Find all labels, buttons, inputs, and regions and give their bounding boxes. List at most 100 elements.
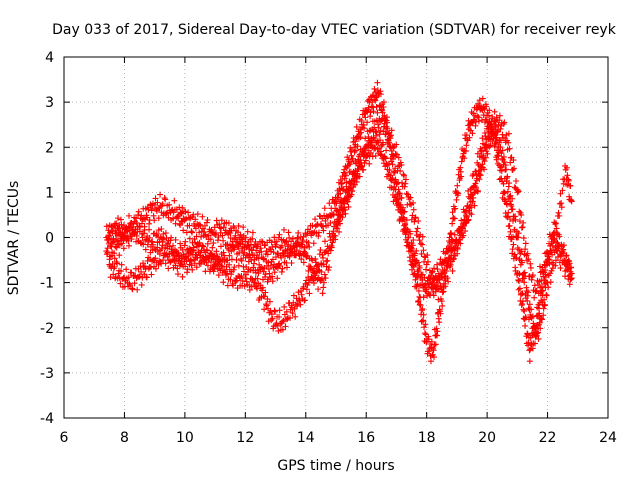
data-point-fill [558,200,565,207]
data-point-fill [182,253,189,260]
data-point-fill [505,130,512,137]
data-point-fill [434,328,441,335]
data-point-fill [201,222,208,229]
data-point-fill [246,286,253,293]
data-point-fill [429,268,436,275]
data-point-fill [354,170,361,177]
data-point [496,117,503,124]
data-point-fill [438,271,445,278]
data-point-fill [152,265,159,272]
data-point-fill [539,287,546,294]
data-point-fill [344,198,351,205]
data-point-fill [431,354,438,361]
data-point-fill [358,159,365,166]
data-point-fill [276,307,283,314]
data-point-fill [431,341,438,348]
data-point-fill [204,240,211,247]
y-tick-label: 4 [45,50,54,66]
data-point-fill [419,271,426,278]
data-point-fill [300,259,307,266]
data-point-fill [107,253,114,260]
data-point-fill [487,142,494,149]
data-point-fill [400,171,407,178]
data-point-fill [105,237,112,244]
y-tick-label: -1 [40,276,54,292]
data-point-fill [328,244,335,251]
x-tick-label: 8 [120,430,129,446]
data-point-fill [320,227,327,234]
data-point-fill [205,232,212,239]
data-point-fill [393,141,400,148]
data-point-fill [224,257,231,264]
data-point-fill [364,119,371,126]
data-point-fill [190,211,197,218]
data-point-fill [524,331,531,338]
data-point-fill [407,194,414,201]
data-point-fill [151,245,158,252]
data-point-fill [523,288,530,295]
data-point-fill [504,188,511,195]
data-point-fill [272,254,279,261]
data-point-fill [131,280,138,287]
data-point-fill [266,298,273,305]
data-point-fill [386,160,393,167]
data-point-fill [303,286,310,293]
data-point-fill [128,236,135,243]
data-point-fill [562,268,569,275]
data-point-fill [283,259,290,266]
data-point-fill [503,166,510,173]
data-point-fill [331,232,338,239]
data-point-fill [213,248,220,255]
data-point-fill [353,123,360,130]
data-point-fill [208,251,215,258]
data-point-fill [107,274,114,281]
data-point-fill [528,314,535,321]
data-point-fill [546,231,553,238]
data-point-fill [241,283,248,290]
data-point-fill [220,279,227,286]
data-point-fill [408,248,415,255]
data-point-fill [160,257,167,264]
y-tick-label: -2 [40,321,54,337]
data-point-fill [468,191,475,198]
data-point-fill [219,232,226,239]
data-point-fill [321,271,328,278]
data-point-fill [503,131,510,138]
data-point-fill [192,225,199,232]
data-point-fill [411,218,418,225]
data-point-fill [250,260,257,267]
data-point-fill [407,230,414,237]
data-point-fill [535,281,542,288]
data-point-fill [226,261,233,268]
data-point-fill [367,109,374,116]
data-point-fill [418,250,425,257]
data-point-fill [282,323,289,330]
data-point-fill [263,301,270,308]
data-point-fill [428,269,435,276]
data-point-fill [525,305,532,312]
data-point-fill [272,308,279,315]
x-tick-label: 14 [297,430,315,446]
data-point-fill [415,218,422,225]
data-point-fill [413,228,420,235]
data-point-fill [505,209,512,216]
data-point-fill [315,229,322,236]
grid-lines [64,57,608,418]
data-point-fill [519,259,526,266]
data-point-fill [235,243,242,250]
x-tick-label: 22 [539,430,557,446]
data-point-fill [336,220,343,227]
data-point-fill [439,302,446,309]
data-point-fill [336,228,343,235]
data-point-fill [379,109,386,116]
data-point-fill [323,263,330,270]
data-point-fill [182,263,189,270]
data-point-fill [567,276,574,283]
data-point-fill [283,264,290,271]
data-point-fill [138,281,145,288]
data-point-fill [305,239,312,246]
data-point-fill [117,216,124,223]
data-point-fill [274,275,281,282]
data-point-fill [283,308,290,315]
data-point-fill [437,310,444,317]
